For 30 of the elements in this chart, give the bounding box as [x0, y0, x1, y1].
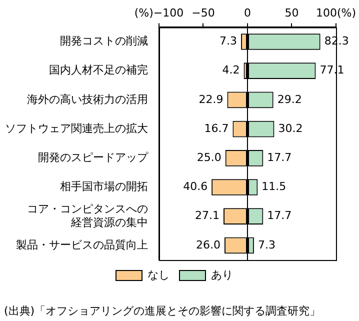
data-label: 40.6: [183, 180, 208, 194]
y-tick-label: 製品・サービスの品質向上: [16, 238, 148, 252]
y-tick-label: 開発のスピードアップ: [38, 151, 149, 164]
y-tick-label: 開発コストの削減: [60, 34, 148, 48]
x-tick-label: 100(%): [316, 6, 356, 20]
text: (出典)「オフショアリングの進展とその影響に関する調査研究」: [4, 304, 321, 318]
data-label: 30.2: [278, 122, 303, 135]
data-label: 11.5: [262, 180, 286, 194]
data-label: 25.0: [196, 151, 222, 164]
x-tick-label: 50: [284, 6, 299, 20]
legend-label: あり: [211, 268, 233, 282]
data-label: 22.9: [198, 92, 224, 106]
data-label: 16.7: [204, 122, 229, 135]
x-tick-label: 0: [244, 6, 251, 20]
data-label: 27.1: [195, 209, 220, 222]
data-label: 29.2: [277, 92, 302, 106]
data-label: 26.0: [196, 238, 220, 252]
legend-label: なし: [148, 268, 170, 282]
y-tick-label: 国内人材不足の補完: [49, 64, 148, 77]
y-tick-label: ソフトウェア関連売上の拡大: [5, 122, 148, 135]
y-tick-label: 海外の高い技術力の活用: [27, 92, 148, 106]
data-label: 4.2: [222, 64, 240, 77]
data-label: 17.7: [267, 209, 292, 222]
x-tick-label: −50: [192, 6, 215, 20]
data-label: 17.7: [267, 151, 292, 164]
x-tick-label: (%)−100: [134, 6, 184, 20]
y-tick-label: 相手国市場の開拓: [60, 180, 148, 194]
data-label: 7.3: [220, 34, 238, 48]
data-label: 7.3: [258, 238, 276, 252]
y-tick-label: コア・コンピタンスへの経営資源の集中: [27, 202, 148, 229]
